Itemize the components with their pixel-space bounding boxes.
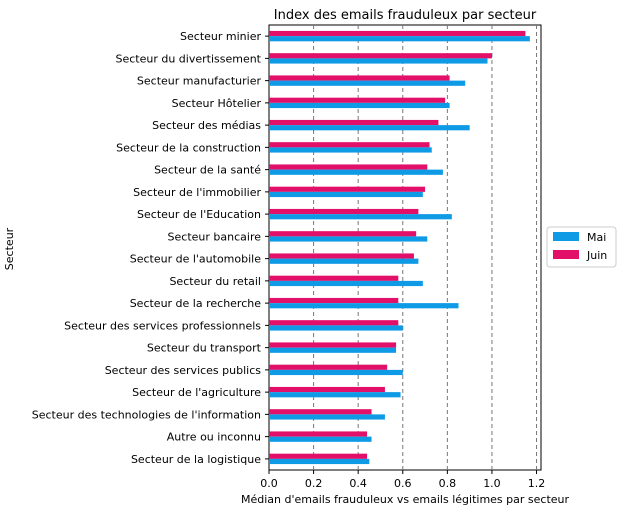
y-tick-label: Secteur des services professionnels <box>64 319 261 332</box>
y-tick-label: Secteur du divertissement <box>115 52 261 65</box>
bar-juin <box>269 253 414 259</box>
x-tick-label: 1.2 <box>528 477 546 490</box>
y-tick-label: Secteur Hôtelier <box>172 97 262 110</box>
bar-mai <box>269 58 488 64</box>
y-tick-label: Secteur de la santé <box>154 164 261 177</box>
y-tick-label: Secteur des services publics <box>105 364 262 377</box>
bar-juin <box>269 320 399 326</box>
bar-juin <box>269 297 399 304</box>
y-tick-label: Secteur de l'Education <box>137 208 261 221</box>
bar-juin <box>269 119 439 126</box>
bar-juin <box>269 431 368 437</box>
legend: Mai Juin <box>546 226 617 268</box>
bar-juin <box>269 342 397 348</box>
bar-juin <box>269 231 417 237</box>
plot-frame <box>268 24 542 471</box>
y-tick-label: Secteur de l'agriculture <box>132 386 261 399</box>
bar-juin <box>269 186 426 192</box>
bar-juin <box>269 53 492 59</box>
y-tick-label: Secteur de l'automobile <box>130 253 261 266</box>
bar-mai <box>269 325 403 331</box>
x-tick-label: 0.2 <box>305 477 323 490</box>
x-tick-label: 1.0 <box>483 477 501 490</box>
bar-mai <box>269 303 459 309</box>
plot-area: Secteur minier Secteur du divertissement S… <box>32 24 545 490</box>
y-axis-ticks: Secteur minier Secteur du divertissement S… <box>32 30 269 466</box>
bar-mai <box>269 147 432 153</box>
bar-mai <box>269 414 385 420</box>
bar-juin <box>269 97 446 103</box>
y-tick-label: Secteur des technologies de l'informatio… <box>32 408 261 421</box>
y-tick-label: Secteur manufacturier <box>137 75 262 88</box>
bar-juin <box>269 164 428 170</box>
bar-mai <box>269 236 428 242</box>
bar-juin <box>269 386 385 393</box>
legend-label: Juin <box>586 249 607 262</box>
y-axis-label: Secteur <box>3 227 16 270</box>
y-tick-label: Secteur de la recherche <box>130 297 262 310</box>
bar-juin <box>269 364 388 370</box>
grid-lines <box>313 25 538 470</box>
legend-label: Mai <box>587 231 606 244</box>
y-tick-label: Secteur de l'immobilier <box>133 186 261 199</box>
x-axis-label: Médian d'emails frauduleux vs emails lég… <box>241 493 570 506</box>
bars <box>269 30 530 465</box>
x-tick-label: 0.8 <box>439 477 457 490</box>
bar-mai <box>269 280 423 287</box>
bar-juin <box>269 75 450 81</box>
bar-mai <box>269 102 450 109</box>
bar-mai <box>269 436 372 442</box>
bar-juin <box>269 208 419 215</box>
legend-swatch <box>553 250 579 259</box>
x-tick-label: 0.6 <box>394 477 412 490</box>
y-tick-label: Secteur du transport <box>147 342 262 355</box>
bar-mai <box>269 369 403 376</box>
y-tick-label: Secteur bancaire <box>168 230 262 243</box>
y-tick-label: Secteur du retail <box>169 275 261 288</box>
x-tick-label: 0.4 <box>349 477 367 490</box>
bar-mai <box>269 392 401 398</box>
bar-juin <box>269 30 526 37</box>
bar-juin <box>269 453 368 459</box>
bar-mai <box>269 80 466 86</box>
bar-mai <box>269 258 419 264</box>
bar-mai <box>269 214 452 220</box>
bar-juin <box>269 142 430 148</box>
y-tick-label: Secteur de la construction <box>116 141 261 154</box>
y-tick-label: Secteur minier <box>180 30 261 43</box>
y-tick-label: Autre ou inconnu <box>167 431 261 444</box>
bar-mai <box>269 458 370 465</box>
bar-mai <box>269 125 470 131</box>
bar-mai <box>269 347 397 353</box>
y-tick-label: Secteur de la logistique <box>131 453 261 466</box>
x-tick-label: 0.0 <box>260 477 278 490</box>
bar-juin <box>269 275 399 281</box>
bar-mai <box>269 169 443 175</box>
y-tick-label: Secteur des médias <box>152 119 261 132</box>
x-axis-ticks: 0.0 0.2 0.4 0.6 0.8 1.0 1.2 <box>260 470 545 490</box>
bar-mai <box>269 191 423 198</box>
chart-title: Index des emails frauduleux par secteur <box>274 8 537 23</box>
bar-juin <box>269 409 372 415</box>
bar-mai <box>269 36 530 42</box>
legend-swatch <box>553 232 579 241</box>
